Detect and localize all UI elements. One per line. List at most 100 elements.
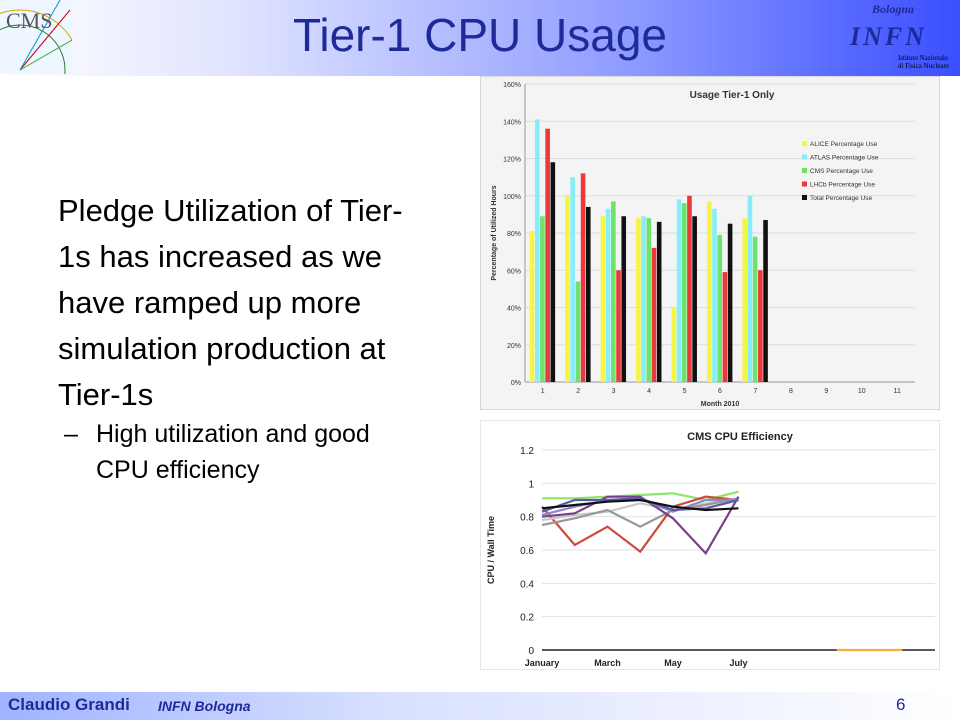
- bar-chart-xtick-label: 9: [824, 388, 828, 395]
- bar-chart-ytick-label: 20%: [507, 343, 521, 350]
- bar: [646, 218, 652, 382]
- page-title: Tier-1 CPU Usage: [292, 9, 668, 61]
- legend-swatch: [802, 168, 807, 173]
- bar-chart-xtick-label: 8: [789, 388, 793, 395]
- bar-chart-ytick-label: 120%: [503, 157, 521, 164]
- bar: [621, 216, 627, 382]
- bar: [575, 281, 581, 382]
- bar-chart-xtick-label: 7: [754, 388, 758, 395]
- bar: [616, 270, 621, 382]
- bar: [717, 234, 722, 382]
- main-bullet: Pledge Utilization of Tier-1s has increa…: [58, 188, 418, 418]
- legend-swatch: [802, 181, 807, 187]
- bar-chart-xtick-label: 3: [612, 388, 616, 395]
- infn-subtitle-line1: Istituto Nazionale: [898, 54, 948, 62]
- bar-chart-ytick-label: 140%: [503, 119, 521, 126]
- bar: [758, 270, 763, 382]
- slide-footer: Claudio Grandi INFN Bologna 6: [0, 692, 960, 720]
- line-chart-ytick-label: 0.8: [520, 513, 534, 524]
- series-line: [541, 495, 740, 556]
- bar: [692, 216, 697, 382]
- bar: [585, 206, 591, 382]
- line-chart-ytick-label: 0.2: [520, 613, 534, 624]
- line-chart-ylabel: CPU / Wall Time: [486, 516, 496, 584]
- main-bullet-rest: Tier-1s has increased as we have ramped …: [58, 193, 403, 412]
- bar: [605, 208, 611, 382]
- bar-chart-xtick-label: 10: [858, 388, 866, 395]
- sub-bullet: High utilization and good CPU efficiency: [96, 420, 370, 484]
- bar-chart-ytick-label: 0%: [511, 380, 521, 387]
- line-chart-xtick-label: January: [525, 658, 560, 668]
- bar: [534, 119, 540, 382]
- sub-bullet-dash: –: [64, 420, 78, 448]
- infn-subtitle-line2: di Fisica Nucleare: [898, 62, 949, 70]
- bar-chart-xtick-label: 2: [576, 388, 580, 395]
- line-chart-xtick-label: March: [594, 658, 621, 668]
- legend-label: ATLAS Percentage Use: [810, 155, 879, 162]
- usage-bar-chart: 0% 20% 40% 60% 80% 100% 120% 140% 160% 1 2 3 4 5 6 7 8 9 1…: [480, 76, 940, 410]
- line-chart-ytick-label: 0: [528, 646, 534, 657]
- bar-chart-ytick-label: 60%: [507, 268, 521, 275]
- bar: [529, 231, 535, 382]
- cms-logo: CMS: [0, 0, 72, 74]
- bar: [763, 219, 768, 382]
- infn-logo: Bologna INFN Istituto Nazionale di Fisic…: [842, 0, 960, 76]
- infn-logo-city: Bologna: [872, 2, 915, 16]
- line-chart-ytick-label: 0.4: [520, 579, 534, 590]
- bar: [636, 218, 641, 382]
- footer-affiliation: INFN Bologna: [158, 698, 251, 714]
- infn-logo-subtitle: Istituto Nazionale di Fisica Nucleare: [898, 54, 958, 70]
- legend-label: Total Percentage Use: [810, 195, 873, 202]
- line-chart-xtick-label: May: [664, 658, 682, 668]
- bar-chart-ytick-label: 80%: [507, 231, 521, 238]
- bar-chart-ytick-label: 100%: [503, 194, 521, 201]
- bar: [722, 272, 728, 382]
- bar: [747, 195, 753, 382]
- footer-author: Claudio Grandi: [8, 695, 130, 714]
- bar-chart-ylabel: Percentage of Utilized Hours: [491, 185, 498, 280]
- series-line: [541, 497, 739, 522]
- bar-chart-xtick-label: 11: [894, 388, 901, 395]
- bar: [540, 216, 545, 382]
- bar: [727, 223, 733, 382]
- bar: [676, 199, 682, 382]
- bar-chart-ytick-label: 160%: [503, 82, 521, 89]
- line-chart-ytick-label: 1: [528, 479, 534, 490]
- bar-chart-xtick-label: 6: [718, 388, 722, 395]
- line-chart-ytick-label: 0.6: [520, 546, 534, 557]
- bar: [550, 162, 556, 382]
- bar-chart-xtick-label: 4: [647, 388, 651, 395]
- legend-label: CMS Percentage Use: [810, 168, 873, 175]
- series-line: [541, 497, 739, 528]
- line-chart-xtick-label: July: [729, 658, 747, 668]
- legend-swatch: [802, 195, 807, 200]
- bar-chart-xtick-label: 5: [683, 388, 687, 395]
- series-line: [541, 497, 739, 513]
- cms-logo-text: CMS: [6, 8, 52, 33]
- series-line: [541, 495, 739, 554]
- line-chart-title: CMS CPU Efficiency: [687, 431, 794, 443]
- bar: [651, 247, 657, 382]
- legend-label: ALICE Percentage Use: [810, 141, 878, 148]
- bar-chart-ytick-label: 40%: [507, 306, 521, 313]
- bar-chart-xlabel: Month 2010: [701, 401, 740, 408]
- bar: [656, 221, 662, 382]
- bar: [641, 216, 646, 382]
- bar: [681, 203, 687, 382]
- bar: [707, 201, 712, 382]
- legend-label: LHCb Percentage Use: [810, 182, 875, 189]
- bar: [565, 195, 570, 382]
- bar: [570, 177, 575, 382]
- bar: [752, 236, 758, 382]
- legend-swatch: [802, 154, 807, 160]
- line-chart-ytick-label: 1.2: [520, 446, 534, 457]
- bar: [671, 307, 677, 382]
- series-line: [541, 498, 739, 512]
- bar-chart-xtick-label: 1: [541, 388, 545, 395]
- bar: [611, 201, 616, 382]
- page-number: 6: [896, 695, 906, 714]
- slide-header: CMS Tier-1 CPU Usage Bologna INFN Istitu…: [0, 0, 960, 76]
- bar: [580, 173, 586, 382]
- cpu-efficiency-line-chart: 0 0.2 0.4 0.6 0.8 1 1.2 January March May July CMS …: [480, 420, 940, 670]
- bar: [687, 195, 692, 382]
